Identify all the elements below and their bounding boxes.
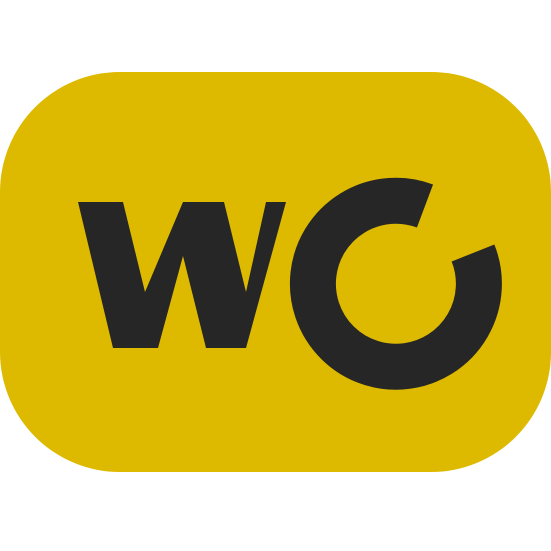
logo-mark: [0, 72, 551, 472]
logo-badge: [0, 72, 551, 472]
letter-w-icon: [78, 202, 286, 348]
letter-o-icon: [289, 177, 502, 390]
